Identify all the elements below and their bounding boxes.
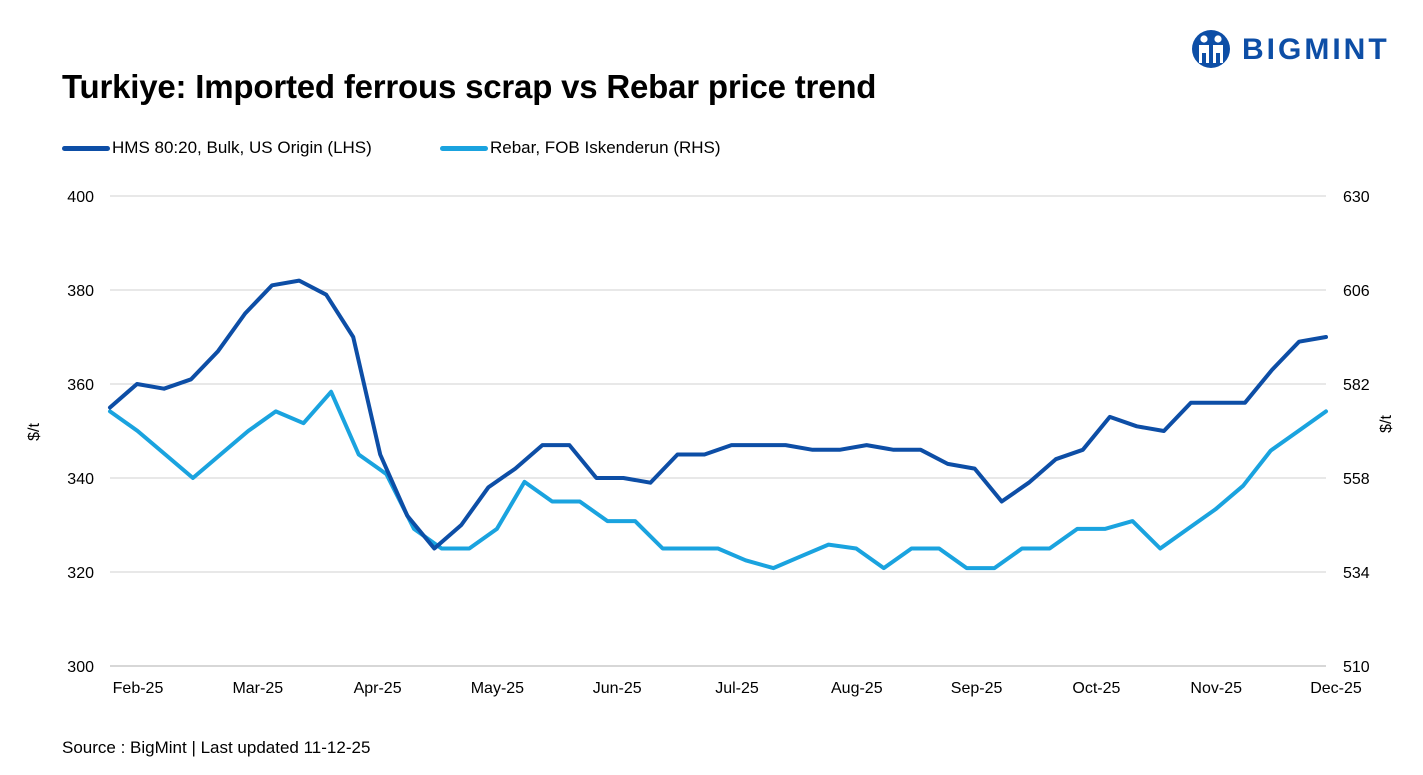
left-axis-label: $/t: [26, 423, 43, 441]
bigmint-logo-icon: [1192, 30, 1230, 68]
right-axis-ticks: 510 534 558 582 606 630: [1343, 189, 1370, 676]
x-axis-ticks: Feb-25 Mar-25 Apr-25 May-25 Jun-25 Jul-25 Aug-…: [113, 680, 1362, 697]
right-axis-label: $/t: [1378, 415, 1395, 433]
right-tick-label: 558: [1343, 471, 1370, 488]
legend-item-hms: HMS 80:20, Bulk, US Origin (LHS): [62, 138, 372, 158]
left-tick-label: 400: [67, 189, 94, 206]
x-tick-label: Apr-25: [354, 680, 402, 697]
x-tick-label: Oct-25: [1072, 680, 1120, 697]
x-tick-label: Sep-25: [951, 680, 1003, 697]
x-tick-label: May-25: [471, 680, 524, 697]
right-tick-label: 630: [1343, 189, 1370, 206]
left-axis-ticks: 300 320 340 360 380 400: [67, 189, 94, 676]
right-tick-label: 534: [1343, 565, 1370, 582]
left-tick-label: 360: [67, 377, 94, 394]
bigmint-logo: BIGMINT: [1190, 28, 1415, 70]
right-tick-label: 582: [1343, 377, 1370, 394]
x-tick-label: Mar-25: [232, 680, 283, 697]
chart-title: Turkiye: Imported ferrous scrap vs Rebar…: [62, 68, 877, 105]
legend-item-rebar: Rebar, FOB Iskenderun (RHS): [440, 138, 721, 158]
series-line-0: [108, 278, 1328, 551]
source-note: Source : BigMint | Last updated 11-12-25: [62, 738, 371, 757]
right-tick-label: 606: [1343, 283, 1370, 300]
series-line-1: [108, 389, 1328, 571]
left-tick-label: 320: [67, 565, 94, 582]
left-tick-label: 380: [67, 283, 94, 300]
x-tick-label: Feb-25: [113, 680, 164, 697]
bigmint-logo-text: BIGMINT: [1242, 33, 1390, 66]
right-tick-label: 510: [1343, 659, 1370, 676]
x-tick-label: Jun-25: [593, 680, 642, 697]
series-lines: [108, 278, 1328, 571]
legend-label-hms: HMS 80:20, Bulk, US Origin (LHS): [112, 138, 372, 157]
legend-label-rebar: Rebar, FOB Iskenderun (RHS): [490, 138, 721, 157]
x-tick-label: Dec-25: [1310, 680, 1362, 697]
x-tick-label: Nov-25: [1190, 680, 1242, 697]
legend-swatch-hms: [62, 145, 110, 151]
x-tick-label: Jul-25: [715, 680, 759, 697]
legend-swatch-rebar: [440, 145, 488, 151]
x-tick-label: Aug-25: [831, 680, 883, 697]
left-tick-label: 300: [67, 659, 94, 676]
left-tick-label: 340: [67, 471, 94, 488]
gridlines: [110, 195, 1326, 667]
